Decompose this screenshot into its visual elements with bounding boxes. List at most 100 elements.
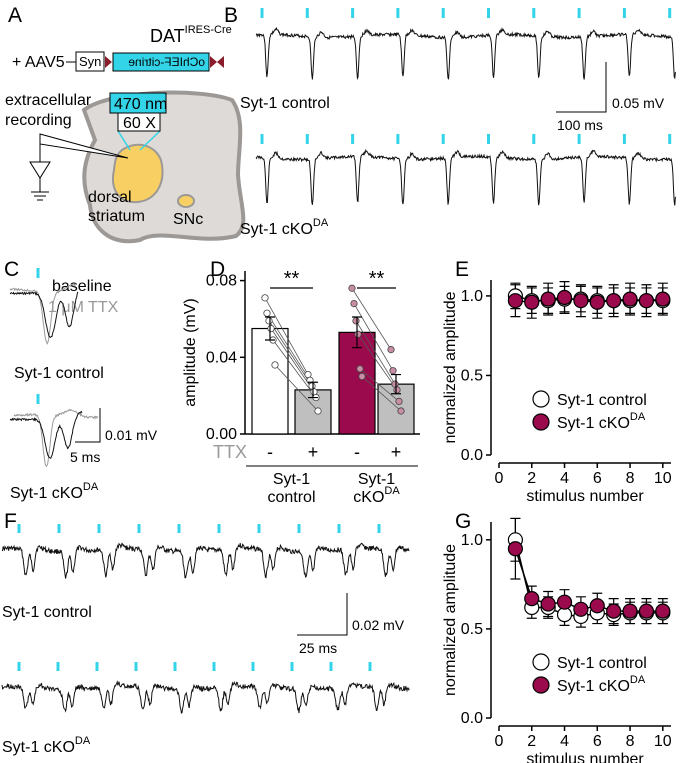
scale-bar (75, 408, 101, 443)
paired-line (353, 303, 394, 371)
legend-marker (532, 676, 550, 694)
y-tick-label: 0.0 (461, 447, 483, 464)
trace (255, 26, 676, 81)
marker (540, 291, 556, 307)
objective-box (117, 112, 161, 132)
group-label: control (267, 489, 315, 506)
x-tick-label: 2 (527, 470, 536, 487)
marker (655, 603, 671, 619)
significance-label: ** (369, 268, 385, 290)
scale-y-label: 0.02 mV (352, 617, 405, 633)
objective-label: 60 X (123, 115, 156, 132)
x-tick-label: 2 (527, 733, 536, 750)
data-point (393, 386, 401, 394)
marker (524, 294, 540, 310)
scale-y-label: 0.01 mV (105, 427, 158, 443)
legend-label-superscript: DA (630, 674, 646, 686)
paired-line (274, 364, 319, 412)
x-tick-label: 6 (593, 470, 602, 487)
data-point (356, 365, 364, 373)
trace-label: Syt-1 cKODA (240, 217, 329, 238)
lox-site (210, 56, 217, 68)
data-point (387, 346, 395, 354)
group-label-superscript: DA (384, 485, 400, 497)
trace-label-superscript: DA (313, 217, 329, 229)
data-point (348, 284, 356, 292)
marker (573, 293, 589, 309)
x-tick-label: 4 (560, 733, 569, 750)
scale-x-label: 5 ms (70, 449, 100, 465)
data-point (265, 317, 273, 325)
legend-label: Syt-1 cKODA (557, 411, 646, 432)
paired-line (272, 339, 317, 398)
data-point (314, 407, 322, 415)
trace-label: Syt-1 cKODA (10, 481, 99, 502)
error-bar (265, 316, 275, 341)
legend-label-text: Syt-1 cKO (557, 678, 630, 695)
x-tick-label: 0 (495, 470, 504, 487)
panel-label: D (210, 258, 225, 281)
y-tick-label: 1.0 (461, 288, 483, 305)
paired-line (351, 288, 392, 350)
snc-label: SNc (173, 211, 203, 228)
y-axis-label: normalized amplitude (442, 544, 459, 696)
x-tick-label: 10 (654, 733, 672, 750)
lox-site (217, 56, 224, 68)
data-point (397, 407, 405, 415)
legend-label: Syt-1 control (557, 392, 647, 409)
data-point (267, 324, 275, 333)
y-tick-label: 0.0 (461, 710, 483, 727)
trace (255, 148, 676, 206)
panel-label: C (4, 258, 19, 281)
series-line (515, 296, 663, 304)
paired-line (361, 376, 402, 412)
legend-label-superscript: DA (630, 411, 646, 423)
x-tick-label: 4 (560, 470, 569, 487)
legend-label: baseline (52, 278, 112, 295)
recording-label: extracellular (5, 92, 92, 109)
marker (638, 603, 655, 619)
y-axis-label: amplitude (mV) (182, 298, 199, 406)
mouse-line: DATIRES-Cre (150, 24, 232, 46)
panel-label: A (8, 4, 22, 27)
bar (251, 327, 289, 435)
light-cone (117, 130, 131, 151)
legend-label-text: Syt-1 control (557, 655, 647, 672)
y-tick-label: 0.5 (461, 621, 483, 638)
scale-bar (297, 593, 348, 636)
marker (606, 603, 622, 619)
y-axis-label: normalized amplitude (442, 291, 459, 443)
marker (638, 293, 655, 309)
data-point (271, 361, 279, 369)
series-line (514, 539, 663, 618)
lox-site (105, 56, 112, 68)
trace (9, 283, 77, 345)
significance-label: ** (284, 268, 300, 290)
scale-x-label: 100 ms (557, 117, 603, 133)
paired-line (264, 297, 309, 375)
y-tick-label: 0.5 (461, 367, 483, 384)
trace-label-text: Syt-1 cKO (2, 739, 75, 756)
legend-label: Syt-1 control (557, 655, 647, 672)
x-tick-label: 6 (593, 733, 602, 750)
trace-label-superscript: DA (83, 481, 99, 493)
legend-marker (532, 653, 550, 671)
light-cone (139, 130, 161, 151)
trace (9, 410, 83, 459)
region-label: dorsal (88, 189, 132, 206)
recording-label: recording (5, 112, 72, 129)
y-tick-label: 0.08 (206, 273, 237, 290)
mouse-line-superscript: IRES-Cre (185, 24, 232, 36)
wavelength-label: 470 nm (114, 96, 167, 113)
region-label: striatum (88, 208, 145, 225)
group-label-text: cKO (353, 489, 384, 506)
trace-label: Syt-1 control (14, 365, 104, 382)
marker (507, 541, 523, 557)
x-tick-label: 8 (626, 470, 635, 487)
legend-marker (532, 413, 550, 431)
legend-label: Syt-1 cKODA (557, 674, 646, 695)
legend-label-text: Syt-1 control (557, 392, 647, 409)
paired-line (355, 320, 396, 385)
y-tick-label: 0.04 (206, 349, 237, 366)
x-tick-label: - (354, 442, 360, 462)
